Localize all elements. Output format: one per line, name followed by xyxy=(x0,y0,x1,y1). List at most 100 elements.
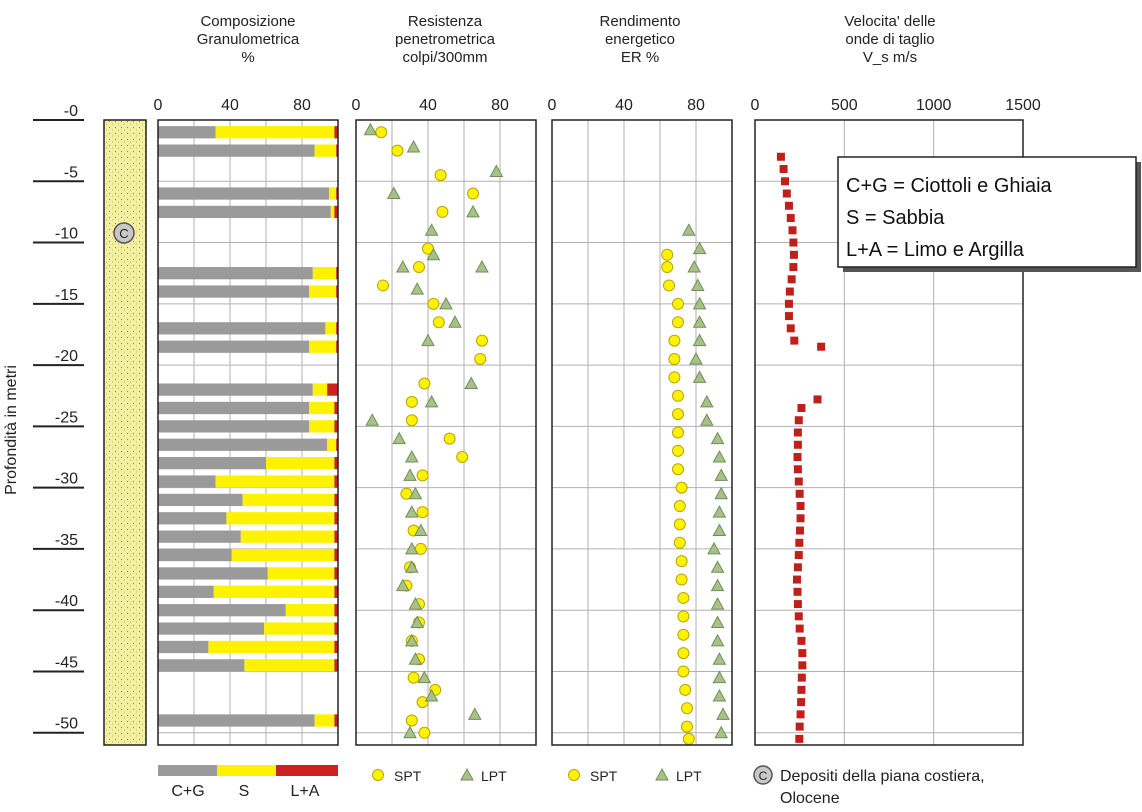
bar-segment-cg xyxy=(158,322,326,335)
spt-point xyxy=(391,144,404,157)
bar-segment-la xyxy=(334,205,338,219)
spt-point xyxy=(668,334,681,347)
panel1-title-line2: Granulometrica xyxy=(197,31,300,48)
vs-point xyxy=(793,587,802,596)
lpt-point xyxy=(363,122,378,136)
bar-segment-cg xyxy=(158,493,243,507)
lpt-point xyxy=(690,278,705,291)
bar-segment-cg xyxy=(158,438,328,451)
legend-lpt-label-2: LPT xyxy=(676,768,702,784)
panel4-title-line1: Velocita' delle xyxy=(844,13,935,30)
bar-segment-la xyxy=(334,659,338,672)
lpt-point xyxy=(712,505,727,518)
vs-point xyxy=(797,698,806,707)
lpt-point xyxy=(404,541,419,555)
bar-segment-s xyxy=(215,475,335,488)
lpt-point xyxy=(710,578,725,592)
depth-tick-label: -40 xyxy=(55,593,78,610)
vs-point xyxy=(793,563,802,572)
vs-point xyxy=(792,575,801,584)
bar-segment-cg xyxy=(158,567,268,580)
bar-segment-cg xyxy=(158,530,241,543)
lpt-point xyxy=(714,725,729,739)
lpt-point xyxy=(489,164,504,177)
spt-point xyxy=(675,555,688,568)
depth-tick-label: -10 xyxy=(55,226,78,243)
vs-point xyxy=(795,624,804,633)
depth-tick-label: -50 xyxy=(55,716,78,733)
lithology-symbol-c-circle xyxy=(113,222,135,244)
bar-segment-la xyxy=(334,512,338,525)
spt-point xyxy=(427,297,440,310)
panel3-legend: SPT LPT xyxy=(568,767,702,784)
lpt-point xyxy=(439,296,453,310)
bar-segment-la xyxy=(334,420,338,433)
panel-energy: Rendimento energetico ER % 0 40 80 SPT LPT xyxy=(548,13,733,784)
bar-segment-la xyxy=(334,604,338,617)
bar-segment-la xyxy=(334,530,338,543)
spt-point xyxy=(663,279,675,292)
sand-column xyxy=(103,119,147,746)
lpt-point xyxy=(404,449,419,463)
bar-segment-cg xyxy=(158,420,310,433)
spt-point xyxy=(405,395,418,408)
bar-segment-s xyxy=(208,640,335,654)
x-tick-label: 40 xyxy=(221,97,239,114)
lpt-point xyxy=(710,560,725,573)
bar-segment-cg xyxy=(158,187,329,200)
lpt-point xyxy=(404,560,419,573)
lpt-point xyxy=(424,223,439,236)
legend-swatch-cg xyxy=(158,765,217,776)
lpt-point xyxy=(404,633,419,647)
bar-segment-s xyxy=(314,714,335,727)
x-tick-label: 0 xyxy=(352,97,361,114)
bar-segment-la xyxy=(336,144,338,157)
vs-point xyxy=(785,287,794,296)
spt-point xyxy=(677,591,690,604)
legend-lpt-label: LPT xyxy=(481,768,507,784)
bar-segment-cg xyxy=(158,585,214,598)
lpt-point xyxy=(403,725,417,739)
bar-segment-la xyxy=(334,457,338,470)
spt-point xyxy=(432,316,445,329)
vs-point xyxy=(793,440,802,449)
x-tick-label: 1000 xyxy=(916,97,952,114)
depth-tick-label: -35 xyxy=(55,532,78,549)
spt-point xyxy=(672,297,684,310)
lpt-point xyxy=(692,333,707,347)
bar-segment-la xyxy=(336,285,338,298)
spt-point xyxy=(672,316,684,329)
lpt-point xyxy=(712,670,727,684)
vs-point xyxy=(796,502,805,511)
lpt-point xyxy=(699,394,714,408)
spt-point xyxy=(661,248,674,261)
spt-point xyxy=(673,518,686,531)
lpt-point xyxy=(692,315,707,328)
spt-point xyxy=(474,352,487,365)
lpt-point xyxy=(410,615,425,628)
depth-tick-label: -0 xyxy=(64,103,78,120)
bar-segment-la xyxy=(336,322,338,335)
bar-segment-s xyxy=(329,187,337,200)
bar-segment-cg xyxy=(158,548,232,562)
bar-segment-s xyxy=(267,567,335,580)
panel1-bars xyxy=(158,126,338,727)
bar-segment-la xyxy=(334,401,338,415)
vs-point xyxy=(794,612,803,621)
spt-point xyxy=(675,573,688,586)
bar-segment-s xyxy=(266,457,335,470)
lpt-point xyxy=(710,431,725,445)
lpt-point xyxy=(408,486,423,500)
depth-axis: Profondità in metri -0-5-10-15-20-25-30-… xyxy=(3,103,84,734)
spt-point xyxy=(681,720,693,733)
panel2-x-ticks: 0 40 80 xyxy=(352,97,509,114)
vs-point xyxy=(798,649,807,658)
lpt-point xyxy=(410,282,425,295)
bar-segment-cg xyxy=(158,457,266,470)
lpt-point xyxy=(426,247,441,261)
vs-point xyxy=(782,189,791,198)
bar-segment-s xyxy=(309,340,337,353)
vs-point xyxy=(794,416,803,425)
panel2-title-line2: penetrometrica xyxy=(395,31,496,48)
bar-segment-cg xyxy=(158,622,265,635)
